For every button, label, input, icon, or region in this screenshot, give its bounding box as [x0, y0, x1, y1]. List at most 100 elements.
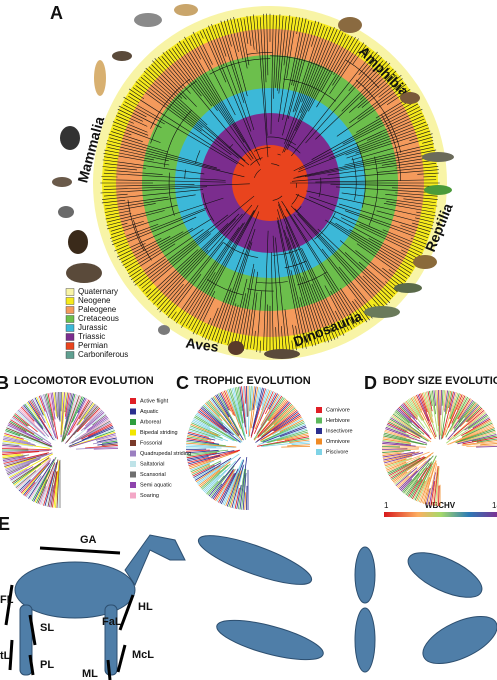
branch-arc: [254, 169, 262, 178]
branch: [298, 121, 427, 173]
branch: [186, 449, 229, 455]
branch: [449, 425, 494, 445]
branch: [453, 410, 485, 437]
branch: [188, 430, 223, 441]
branch: [195, 465, 221, 483]
branch: [104, 163, 146, 169]
legend-swatch: [316, 407, 322, 413]
legend-label: Piscivore: [326, 449, 348, 455]
branch: [124, 101, 165, 125]
branch: [188, 450, 240, 466]
branch: [278, 17, 294, 122]
branch: [284, 26, 328, 145]
branch: [202, 405, 224, 425]
branch: [191, 460, 222, 476]
branch: [196, 296, 215, 335]
branch-arc: [223, 242, 259, 258]
branch: [102, 189, 204, 200]
branch: [333, 36, 356, 75]
legend-label: Quaternary: [78, 287, 118, 296]
branch: [272, 412, 300, 432]
branch: [31, 457, 57, 502]
branch: [242, 472, 247, 510]
legend-swatch: [130, 419, 136, 425]
branch: [28, 459, 55, 499]
branch: [16, 458, 52, 490]
branch: [11, 418, 46, 441]
branch: [11, 457, 50, 484]
branch: [29, 400, 52, 437]
branch: [157, 213, 243, 311]
branch: [451, 396, 467, 425]
branch: [38, 395, 46, 412]
branch: [171, 311, 177, 319]
branch: [449, 391, 456, 412]
legend-label: Active flight: [140, 398, 169, 404]
branch: [9, 420, 43, 441]
branch: [187, 455, 209, 462]
branch: [219, 472, 236, 504]
branch: [117, 216, 197, 254]
branch: [253, 14, 258, 53]
branch: [395, 192, 438, 197]
branch: [92, 414, 107, 426]
legend-label: Carnivore: [326, 407, 350, 413]
legend-label: Aquatic: [140, 409, 159, 415]
branch: [214, 24, 227, 57]
branch: [85, 445, 118, 449]
branch: [413, 457, 436, 500]
branch: [287, 444, 310, 447]
branch: [289, 439, 310, 443]
branch: [252, 387, 263, 429]
branch: [111, 197, 224, 235]
branch: [400, 478, 413, 492]
branch: [2, 456, 25, 461]
branch: [287, 20, 317, 119]
branch: [199, 470, 221, 488]
branch: [78, 400, 91, 420]
branch: [6, 427, 52, 447]
branch: [64, 404, 97, 445]
branch: [13, 414, 29, 427]
branch: [332, 216, 418, 263]
branch: [130, 229, 204, 281]
branch: [123, 96, 238, 165]
legend-label: Fossorial: [140, 440, 162, 446]
branch: [196, 453, 240, 484]
branch: [50, 392, 56, 420]
branch: [383, 434, 428, 446]
branch: [220, 391, 231, 412]
branch: [260, 394, 280, 426]
branch: [213, 470, 234, 501]
branch: [192, 419, 235, 442]
branch: [53, 392, 57, 417]
branch: [223, 390, 235, 416]
branch: [179, 222, 245, 324]
legend-swatch: [130, 429, 136, 436]
branch: [11, 469, 31, 482]
branch: [351, 136, 434, 161]
branch: [295, 325, 300, 347]
branch: [382, 437, 410, 443]
panel-label: D: [364, 373, 377, 393]
branch: [3, 436, 31, 444]
branch: [275, 14, 281, 88]
branch: [78, 402, 95, 425]
branch: [40, 463, 56, 505]
branch: [237, 19, 248, 69]
branch: [446, 412, 487, 444]
legend-label: Scansorial: [140, 472, 166, 478]
branch: [451, 395, 466, 424]
branch: [101, 440, 118, 444]
branch: [250, 388, 266, 438]
branch: [240, 269, 255, 348]
branch: [103, 152, 170, 166]
branch: [440, 390, 450, 440]
branch: [264, 392, 277, 415]
fan-tree: [382, 390, 497, 506]
branch: [46, 477, 54, 507]
branch: [423, 176, 437, 178]
fan-tree: [186, 386, 310, 510]
branch: [30, 475, 46, 501]
branch: [216, 468, 237, 502]
